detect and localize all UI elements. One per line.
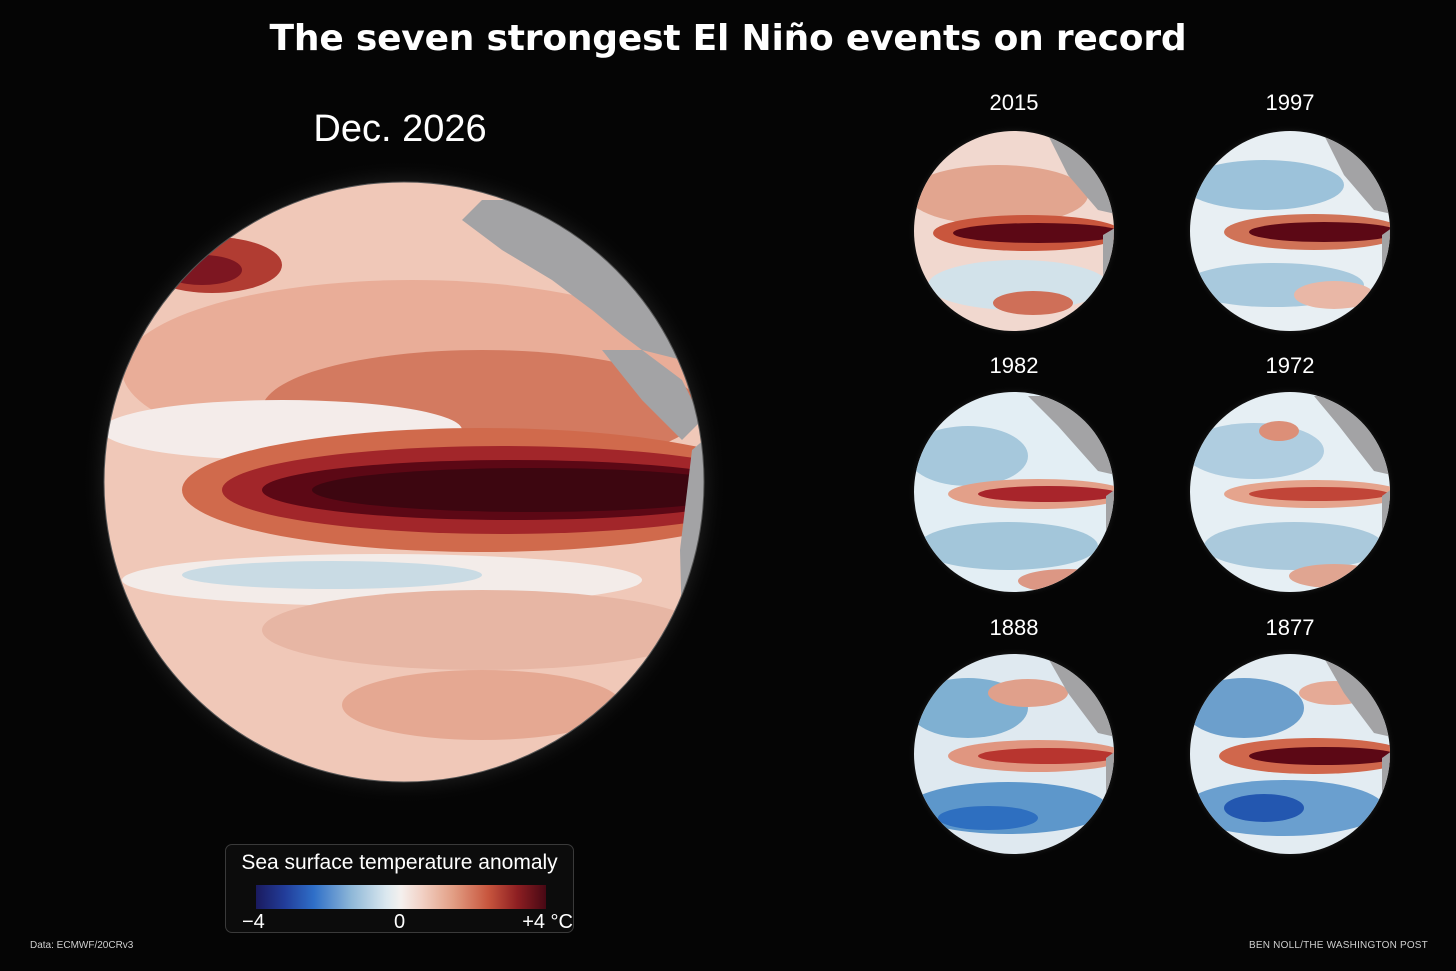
- map-title: The seven strongest El Niño events on re…: [269, 18, 1187, 59]
- data-source: Data: ECMWF/20CRv3: [30, 940, 134, 951]
- legend-min-label: −4: [242, 911, 265, 933]
- legend-mid-label: 0: [393, 911, 406, 933]
- globe-label-2015: 2015: [989, 90, 1039, 115]
- main-globe: [82, 160, 726, 804]
- globe-label-1972: 1972: [1265, 353, 1315, 378]
- credit-line: BEN NOLL/THE WASHINGTON POST: [1249, 940, 1428, 951]
- legend-title: Sea surface temperature anomaly: [241, 851, 558, 874]
- globe-1972: [1184, 386, 1396, 598]
- legend-max-label: +4 °C: [522, 911, 573, 933]
- legend-color-bar: [256, 885, 546, 909]
- globe-label-1997: 1997: [1265, 90, 1315, 115]
- globe-label-1982: 1982: [989, 353, 1039, 378]
- globe-1888: [908, 648, 1120, 860]
- globe-2015: [908, 125, 1120, 337]
- globe-1997: [1184, 125, 1396, 337]
- central-america-landmass: [602, 350, 702, 440]
- main-globe-label: Dec. 2026: [313, 108, 487, 150]
- globe-1877: [1184, 648, 1396, 860]
- globe-label-1877: 1877: [1265, 615, 1315, 640]
- globe-label-1888: 1888: [989, 615, 1039, 640]
- globe-1982: [908, 386, 1120, 598]
- color-legend: Sea surface temperature anomaly −4 0 +4 …: [225, 844, 574, 933]
